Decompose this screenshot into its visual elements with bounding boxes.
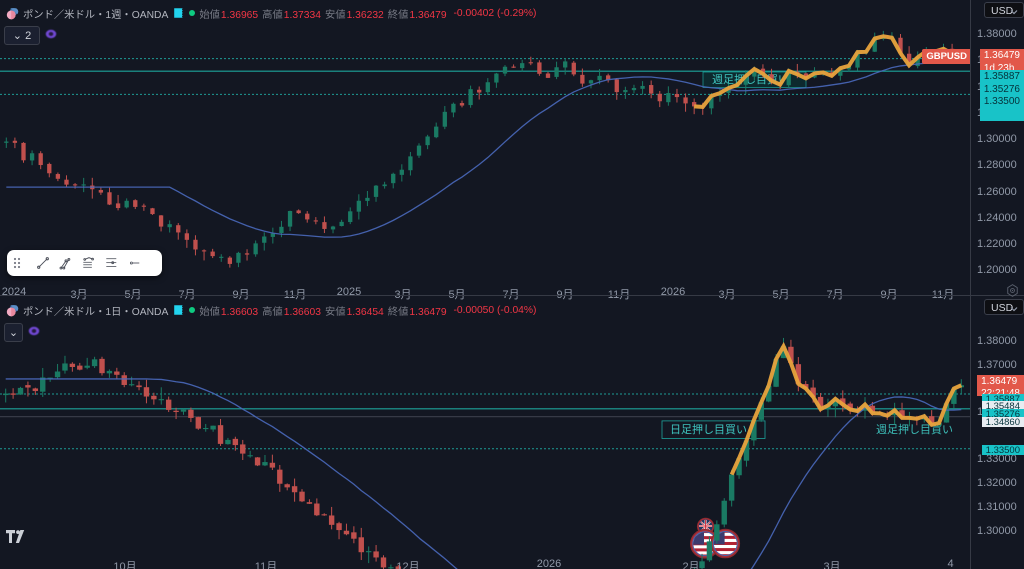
svg-text:日足押し目買い: 日足押し目買い (670, 422, 747, 436)
